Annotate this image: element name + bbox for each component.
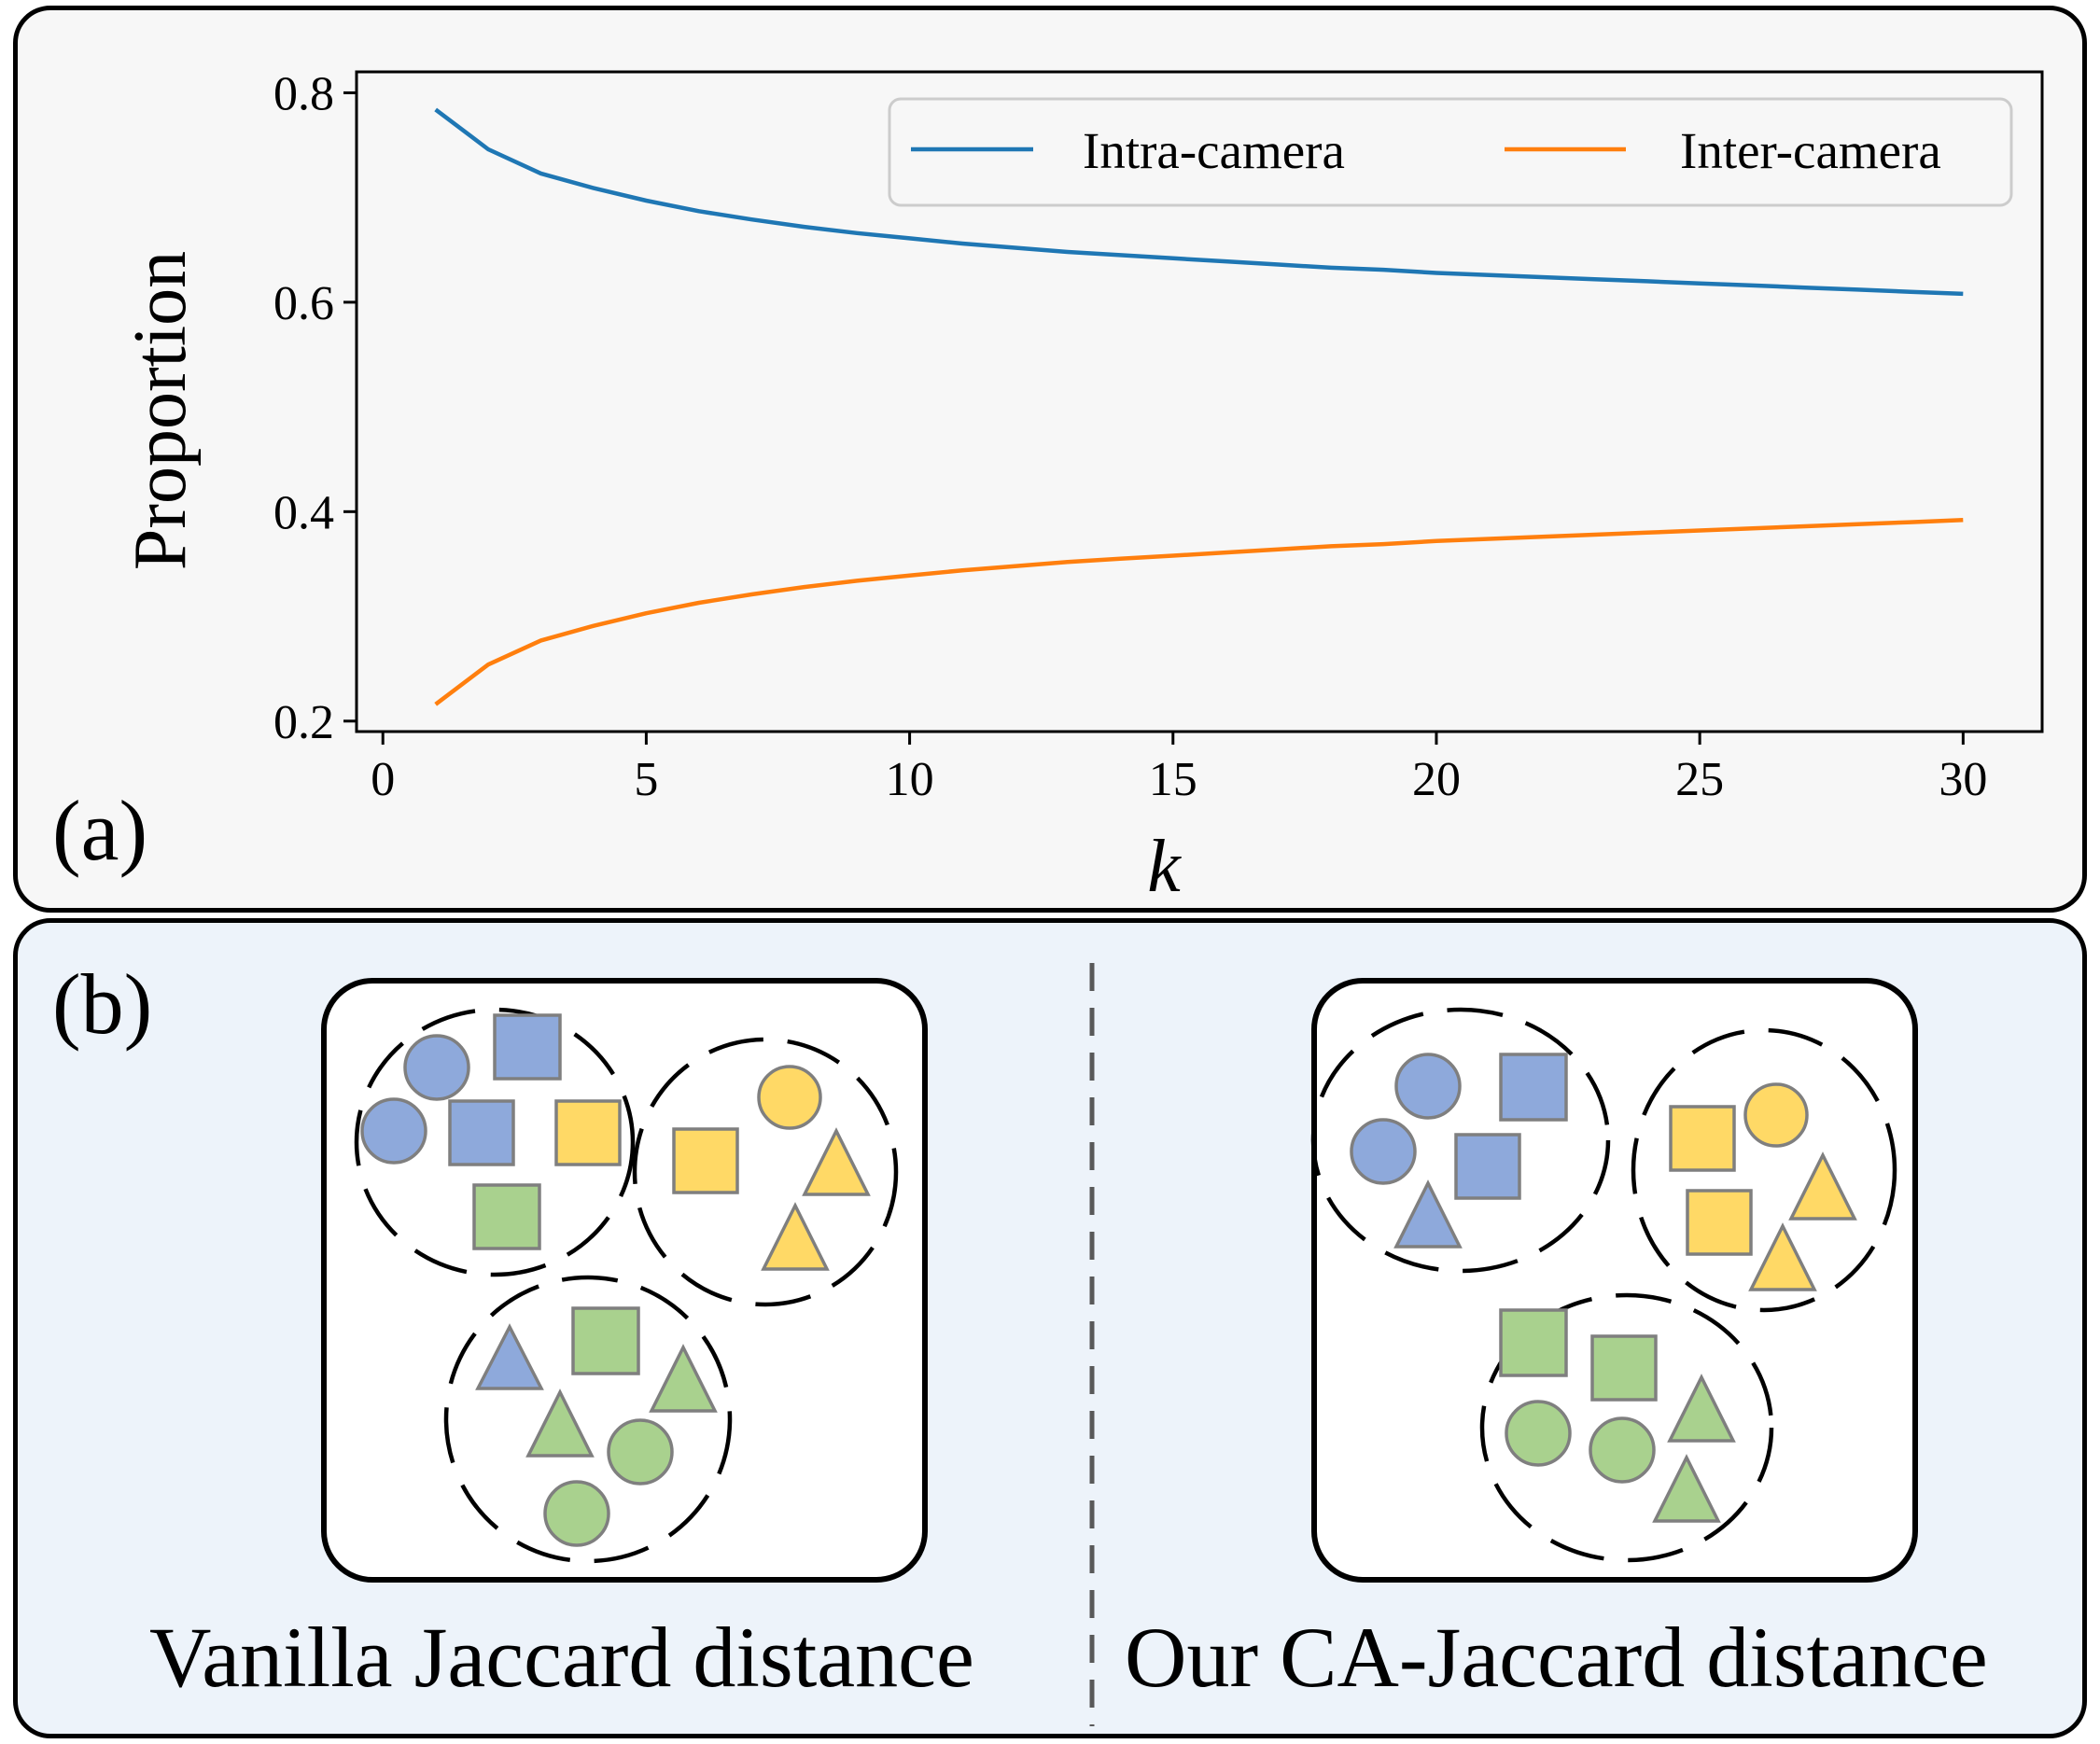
y-tick-label: 0.6 [273,277,334,330]
series-line-inter-camera [434,518,1964,706]
proportion-line-chart: 0.2 0.4 0.6 0.8 0 5 10 15 20 25 30 Proportion k I… [119,67,2044,908]
green-circle-shape [607,1418,674,1486]
vanilla-jaccard-caption: Vanilla Jaccard distance [149,1610,974,1705]
yellow-circle-shape [757,1065,822,1130]
yellow-triangle-shape [761,1202,830,1271]
x-tick-label: 30 [1939,753,1987,806]
cluster-outline-blue-left [354,1007,636,1277]
blue-triangle-shape [475,1323,544,1390]
x-tick-label: 15 [1149,753,1197,806]
x-tick-label: 20 [1412,753,1461,806]
green-square-shape [1590,1334,1658,1402]
y-axis-ticks: 0.2 0.4 0.6 0.8 [273,67,357,749]
legend-frame [888,97,2013,207]
cluster-outline-yellow-right [1631,1027,1897,1313]
green-circle-shape [1505,1400,1572,1467]
green-circle-shape [543,1480,610,1547]
series-line-intra-camera [434,107,1964,297]
green-triangle-shape [525,1388,595,1458]
green-square-shape [472,1183,541,1250]
yellow-circle-shape [1743,1082,1809,1148]
blue-square-shape [448,1099,515,1166]
yellow-square-shape [1686,1189,1753,1256]
blue-circle-shape [360,1097,427,1165]
y-tick-label: 0.4 [273,486,334,539]
blue-circle-shape [403,1034,470,1101]
y-tick-label: 0.8 [273,67,334,120]
yellow-square-shape [1669,1105,1736,1172]
x-tick-label: 25 [1675,753,1724,806]
blue-circle-shape [1394,1053,1462,1120]
x-axis-ticks: 0 5 10 15 20 25 30 [371,732,1987,806]
yellow-square-shape [672,1127,739,1194]
panel-b-label: (b) [52,956,153,1052]
legend: Intra-camera Inter-camera [888,97,2013,207]
ca-jaccard-caption: Our CA-Jaccard distance [1125,1610,1988,1705]
y-tick-label: 0.2 [273,696,334,749]
green-triangle-shape [1652,1454,1721,1523]
cluster-outline-blue-right [1310,1007,1611,1274]
yellow-triangle-shape [1748,1222,1817,1291]
panel-a-label: (a) [52,783,148,878]
yellow-square-shape [554,1099,622,1166]
green-square-shape [1499,1308,1568,1377]
cluster-outline-yellow-left [632,1037,899,1307]
x-axis-title: k [1147,826,1182,908]
legend-label-inter-camera: Inter-camera [1680,122,1941,179]
blue-circle-shape [1350,1118,1417,1185]
x-tick-label: 10 [886,753,934,806]
plot-area [355,70,2044,733]
blue-square-shape [1454,1133,1521,1200]
x-tick-label: 0 [371,753,395,806]
legend-label-intra-camera: Intra-camera [1083,122,1345,179]
green-circle-shape [1589,1416,1656,1484]
yellow-triangle-shape [1788,1151,1857,1221]
blue-square-shape [493,1013,562,1081]
series-lines [434,107,1964,706]
green-triangle-shape [1667,1374,1736,1443]
cluster-outline-green-left [443,1275,733,1564]
green-square-shape [571,1306,640,1375]
cluster-outline-green-right [1479,1292,1774,1563]
blue-square-shape [1499,1053,1568,1122]
blue-triangle-shape [1393,1179,1463,1249]
x-tick-label: 5 [634,753,658,806]
yellow-triangle-shape [802,1127,871,1196]
green-triangle-shape [649,1344,718,1413]
y-axis-title: Proportion [119,251,202,570]
